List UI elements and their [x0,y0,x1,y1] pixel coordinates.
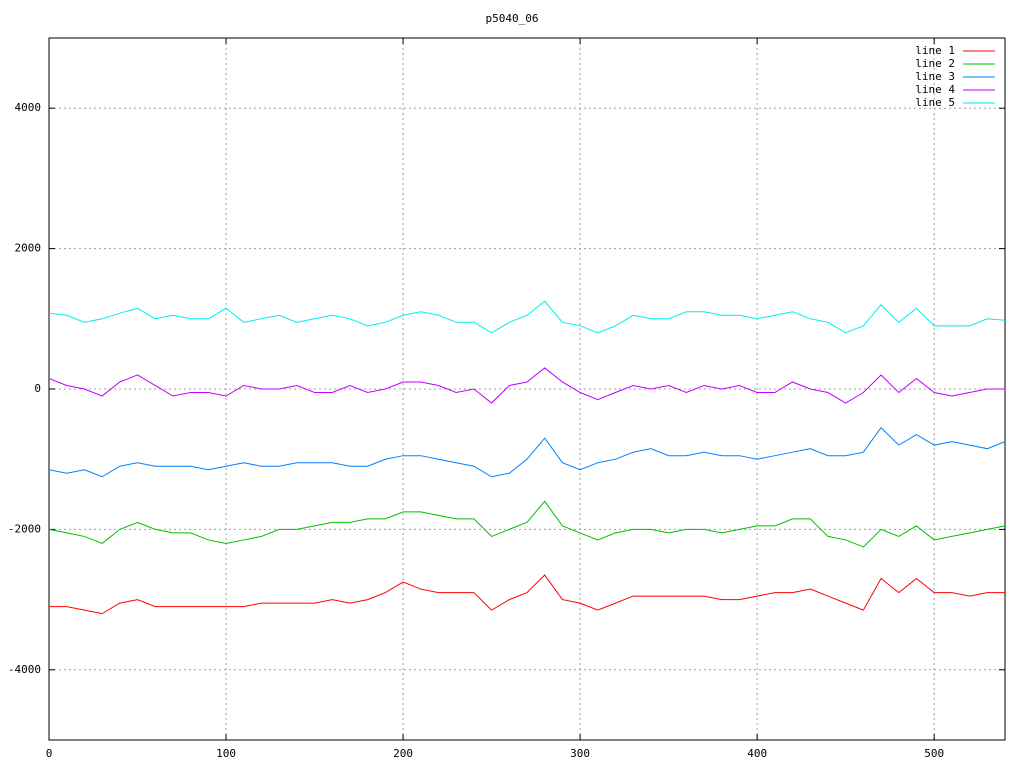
x-tick-label: 300 [570,747,590,760]
x-tick-label: 0 [46,747,53,760]
legend-label: line 3 [915,70,955,83]
legend-label: line 2 [915,57,955,70]
data-line [48,367,1005,404]
x-tick-label: 400 [747,747,767,760]
x-tick-label: 500 [924,747,944,760]
legend-label: line 5 [915,96,955,109]
chart-title: p5040_06 [486,12,539,25]
data-line [49,574,1005,615]
legend-label: line 1 [915,44,955,57]
y-tick-label: 0 [34,382,41,395]
data-line [48,426,1006,478]
x-tick-label: 100 [216,747,236,760]
y-tick-label: -4000 [8,663,41,676]
y-tick-label: 2000 [15,242,42,255]
legend-label: line 4 [915,83,955,96]
x-tick-label: 200 [393,747,413,760]
data-line [48,300,1006,334]
y-tick-label: 4000 [15,101,42,114]
y-tick-label: -2000 [8,522,41,535]
data-line [48,500,1006,548]
